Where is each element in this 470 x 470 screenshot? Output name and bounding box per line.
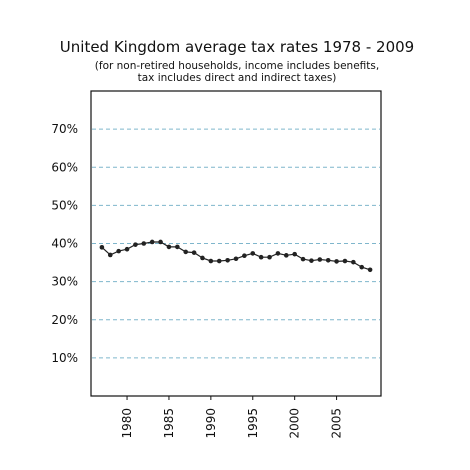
data-point (292, 251, 297, 257)
y-tick-label: 60% (51, 160, 78, 174)
data-point (225, 257, 230, 263)
x-tick-label: 2005 (330, 408, 344, 439)
y-tick-label: 10% (51, 351, 78, 365)
data-point (107, 252, 113, 258)
data-point (158, 239, 163, 245)
data-point (183, 249, 189, 255)
chart-title: United Kingdom average tax rates 1978 - … (60, 38, 414, 56)
data-point (133, 242, 138, 247)
data-point (351, 259, 356, 265)
data-point (317, 257, 323, 262)
data-point (359, 264, 365, 270)
data-point (309, 258, 314, 263)
data-point (267, 254, 272, 260)
data-point (334, 259, 339, 264)
series (99, 239, 373, 273)
data-point (141, 241, 147, 246)
series-line (101, 241, 371, 271)
data-point (233, 256, 239, 262)
x-tick-label: 1990 (204, 408, 218, 439)
x-tick-label: 1995 (246, 408, 260, 439)
grid (92, 128, 380, 359)
x-tick-label: 1980 (120, 408, 134, 439)
data-point (300, 256, 306, 262)
data-point (258, 254, 264, 260)
y-tick-label: 40% (51, 237, 78, 251)
data-point (149, 239, 155, 245)
chart-subtitle-line-2: tax includes direct and indirect taxes) (138, 72, 337, 84)
data-point (367, 267, 373, 273)
plot-area (90, 90, 382, 397)
x-tick-label: 2000 (288, 408, 302, 439)
data-point (191, 250, 197, 255)
data-point (166, 244, 172, 250)
y-axis: 10% 20% 30% 40% 50% 60% 70% (51, 122, 78, 365)
x-tick-label: 1985 (162, 408, 176, 439)
data-point (250, 251, 256, 256)
data-point (175, 244, 180, 250)
data-point (208, 258, 214, 264)
x-axis: 1980 1985 1990 1995 2000 2005 (120, 396, 344, 439)
data-point (242, 253, 247, 258)
data-point (216, 258, 222, 264)
data-point (116, 248, 121, 254)
data-point (124, 246, 130, 252)
y-tick-label: 30% (51, 275, 78, 289)
data-point (342, 258, 348, 264)
data-point (99, 245, 105, 250)
chart-subtitle-line-1: (for non-retired households, income incl… (95, 60, 379, 72)
y-tick-label: 50% (51, 198, 78, 212)
data-point (200, 255, 205, 261)
data-point (283, 253, 289, 258)
data-point (275, 251, 281, 256)
y-tick-label: 20% (51, 313, 78, 327)
y-tick-label: 70% (51, 122, 78, 136)
data-point (325, 257, 331, 263)
